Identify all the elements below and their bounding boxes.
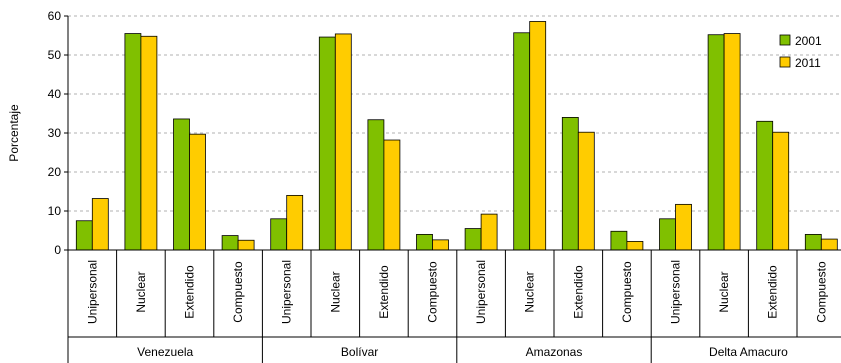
bar-2011-delta-amacuro-compuesto	[820, 238, 838, 251]
legend-label-2001: 2001	[795, 34, 822, 48]
bar-2001-amazonas-compuesto	[610, 230, 628, 251]
bar-2001-bolívar-compuesto	[416, 233, 433, 251]
bar-2001-amazonas-extendido	[561, 117, 579, 251]
bar-2001-delta-amacuro-unipersonal	[659, 218, 676, 251]
category-label: Unipersonal	[85, 260, 99, 324]
bar-2011-amazonas-compuesto	[626, 241, 644, 251]
category-label: Compuesto	[814, 261, 828, 323]
y-axis-label: Porcentaje	[7, 104, 21, 162]
y-tick-label: 30	[48, 126, 62, 140]
bar-2011-venezuela-extendido	[189, 133, 206, 251]
bar-2001-venezuela-nuclear	[124, 33, 142, 251]
bar-2011-bolívar-extendido	[383, 139, 401, 251]
group-label: Venezuela	[137, 345, 193, 359]
y-tick-label: 40	[48, 87, 62, 101]
bar-2001-bolívar-unipersonal	[270, 218, 288, 251]
category-label: Nuclear	[328, 271, 342, 312]
category-label: Nuclear	[717, 271, 731, 312]
axes	[64, 15, 841, 363]
category-label: Extendido	[766, 265, 780, 319]
category-label: Compuesto	[231, 261, 245, 323]
bar-2011-venezuela-unipersonal	[91, 198, 109, 251]
group-label: Amazonas	[526, 345, 583, 359]
category-label: Unipersonal	[669, 260, 683, 324]
y-tick-label: 20	[48, 165, 62, 179]
category-label: Unipersonal	[280, 260, 294, 324]
category-labels: Unipersonal Nuclear Extendido Compuesto Unip…	[85, 260, 828, 324]
bar-2011-amazonas-nuclear	[529, 21, 547, 251]
legend-label-2011: 2011	[795, 56, 821, 70]
group-label: Bolívar	[341, 345, 378, 359]
category-label: Unipersonal	[474, 260, 488, 324]
legend: 2001 2011	[779, 34, 822, 70]
bar-2011-venezuela-nuclear	[140, 35, 158, 251]
bar-2001-delta-amacuro-compuesto	[804, 233, 822, 251]
category-label: Extendido	[183, 265, 197, 319]
bar-2001-venezuela-unipersonal	[75, 220, 93, 251]
bar-2001-venezuela-compuesto	[221, 235, 239, 251]
bar-2001-delta-amacuro-nuclear	[707, 34, 725, 251]
bar-2001-bolívar-nuclear	[318, 36, 336, 251]
category-label: Extendido	[571, 265, 585, 319]
group-label: Delta Amacuro	[709, 345, 788, 359]
y-tick-label: 50	[48, 48, 62, 62]
y-tick-label: 10	[48, 204, 62, 218]
y-tick-label: 0	[54, 243, 61, 257]
bar-2001-delta-amacuro-extendido	[756, 120, 774, 251]
bar-2001-bolívar-extendido	[367, 119, 385, 251]
group-labels: Venezuela Bolívar Amazonas Delta Amacuro	[137, 345, 788, 359]
legend-swatch-2001	[779, 34, 791, 46]
bars	[75, 21, 838, 251]
bar-2001-amazonas-unipersonal	[464, 228, 482, 251]
legend-swatch-2011	[779, 56, 791, 68]
bar-2011-venezuela-compuesto	[237, 239, 255, 251]
bar-2011-amazonas-unipersonal	[480, 213, 498, 251]
category-label: Extendido	[377, 265, 391, 319]
category-label: Compuesto	[426, 261, 440, 323]
category-label: Nuclear	[134, 271, 148, 312]
y-tick-label: 60	[48, 9, 62, 23]
y-tick-labels: 0 10 20 30 40 50 60	[48, 9, 62, 257]
bar-2011-bolívar-compuesto	[432, 239, 449, 251]
bar-2011-delta-amacuro-nuclear	[723, 33, 741, 251]
bar-2011-bolívar-nuclear	[334, 33, 352, 251]
bar-2011-amazonas-extendido	[577, 131, 595, 251]
category-label: Nuclear	[523, 271, 537, 312]
bar-2001-venezuela-extendido	[173, 118, 190, 251]
bar-2011-delta-amacuro-unipersonal	[675, 203, 692, 251]
bar-2011-delta-amacuro-extendido	[772, 131, 790, 251]
bar-2001-amazonas-nuclear	[513, 32, 531, 251]
category-label: Compuesto	[620, 261, 634, 323]
bar-2011-bolívar-unipersonal	[286, 194, 304, 251]
